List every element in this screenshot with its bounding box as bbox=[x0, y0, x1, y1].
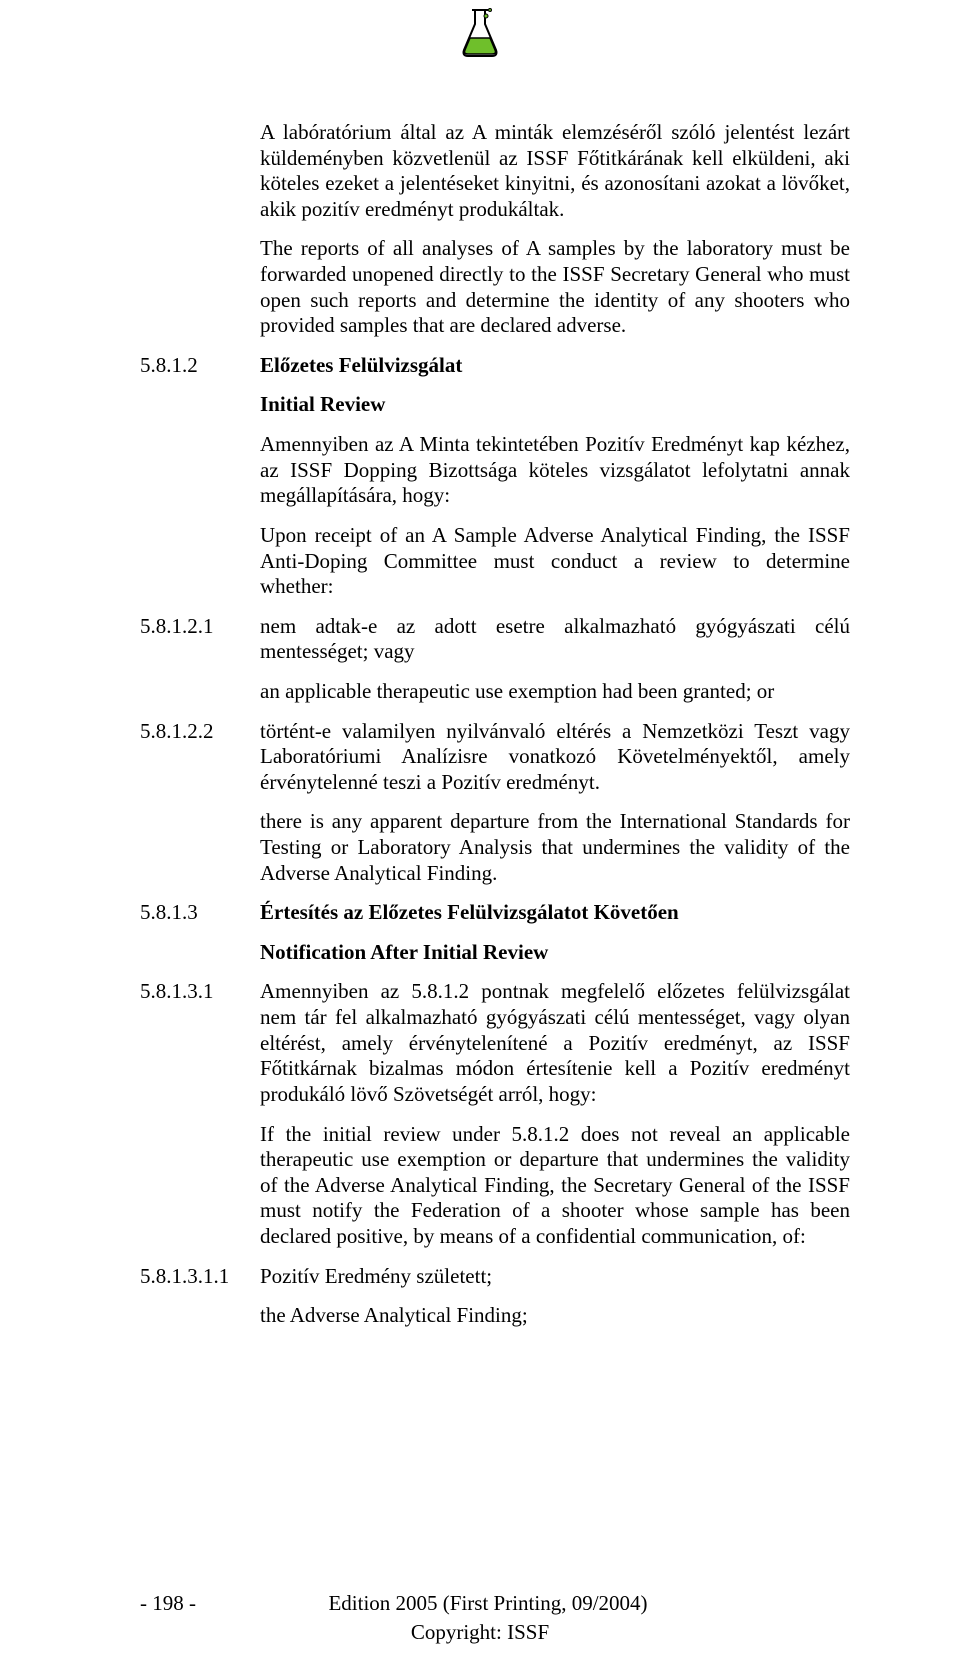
document-page: A labóratórium által az A minták elemzés… bbox=[0, 0, 960, 1676]
page-footer: - 198 - Edition 2005 (First Printing, 09… bbox=[0, 1589, 960, 1646]
copyright-text: Copyright: ISSF bbox=[0, 1618, 960, 1646]
section-number: 5.8.1.3.1 bbox=[140, 979, 260, 1107]
paragraph: an applicable therapeutic use exemption … bbox=[260, 679, 850, 705]
paragraph: the Adverse Analytical Finding; bbox=[260, 1303, 850, 1329]
section-number: 5.8.1.3 bbox=[140, 900, 260, 926]
edition-text: Edition 2005 (First Printing, 09/2004) bbox=[196, 1589, 780, 1617]
section-5-8-1-2-1: 5.8.1.2.1 nem adtak-e az adott esetre al… bbox=[140, 614, 850, 665]
section-subtitle: Initial Review bbox=[260, 392, 850, 418]
paragraph: The reports of all analyses of A samples… bbox=[260, 236, 850, 338]
section-text: történt-e valamilyen nyilvánvaló eltérés… bbox=[260, 719, 850, 796]
section-text: Amennyiben az 5.8.1.2 pontnak megfelelő … bbox=[260, 979, 850, 1107]
paragraph: there is any apparent departure from the… bbox=[260, 809, 850, 886]
section-number: 5.8.1.2.2 bbox=[140, 719, 260, 796]
section-title: Előzetes Felülvizsgálat bbox=[260, 353, 850, 379]
section-number: 5.8.1.2 bbox=[140, 353, 260, 379]
section-5-8-1-2: 5.8.1.2 Előzetes Felülvizsgálat bbox=[140, 353, 850, 379]
paragraph: If the initial review under 5.8.1.2 does… bbox=[260, 1122, 850, 1250]
section-title: Értesítés az Előzetes Felülvizsgálatot K… bbox=[260, 900, 850, 926]
paragraph: A labóratórium által az A minták elemzés… bbox=[260, 120, 850, 222]
paragraph: Upon receipt of an A Sample Adverse Anal… bbox=[260, 523, 850, 600]
section-number: 5.8.1.2.1 bbox=[140, 614, 260, 665]
section-number: 5.8.1.3.1.1 bbox=[140, 1264, 260, 1290]
section-5-8-1-3-1-1: 5.8.1.3.1.1 Pozitív Eredmény született; bbox=[140, 1264, 850, 1290]
section-5-8-1-2-2: 5.8.1.2.2 történt-e valamilyen nyilvánva… bbox=[140, 719, 850, 796]
section-subtitle: Notification After Initial Review bbox=[260, 940, 850, 966]
paragraph: Amennyiben az A Minta tekintetében Pozit… bbox=[260, 432, 850, 509]
section-text: nem adtak-e az adott esetre alkalmazható… bbox=[260, 614, 850, 665]
page-number: - 198 - bbox=[140, 1589, 196, 1617]
section-5-8-1-3-1: 5.8.1.3.1 Amennyiben az 5.8.1.2 pontnak … bbox=[140, 979, 850, 1107]
document-body: A labóratórium által az A minták elemzés… bbox=[140, 120, 850, 1329]
section-5-8-1-3: 5.8.1.3 Értesítés az Előzetes Felülvizsg… bbox=[140, 900, 850, 926]
section-text: Pozitív Eredmény született; bbox=[260, 1264, 850, 1290]
flask-icon bbox=[456, 6, 504, 67]
